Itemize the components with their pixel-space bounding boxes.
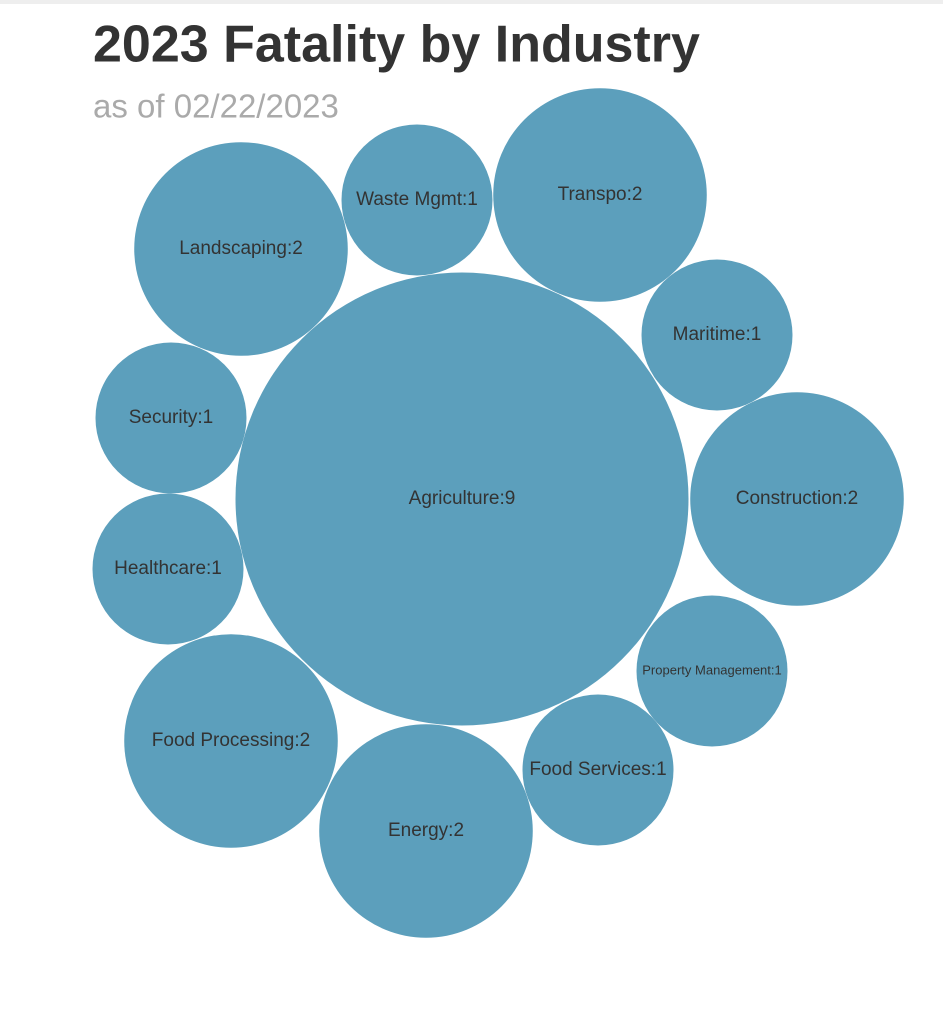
chart-subtitle: as of 02/22/2023 [93, 88, 339, 125]
bubble [341, 124, 493, 276]
bubble-label: Food Processing:2 [152, 730, 310, 751]
bubble [522, 694, 674, 846]
bubble [493, 88, 707, 302]
bubble-label: Security:1 [129, 407, 213, 428]
bubble-label: Property Management:1 [642, 662, 781, 677]
bubble [124, 634, 338, 848]
bubble-label: Transpo:2 [558, 184, 643, 205]
bubble-label: Healthcare:1 [114, 558, 222, 579]
bubble [235, 272, 689, 726]
bubble [134, 142, 348, 356]
bubble-label: Construction:2 [736, 488, 859, 509]
bubble-label: Maritime:1 [673, 324, 762, 345]
bubble-label: Waste Mgmt:1 [356, 189, 478, 210]
bubble [95, 342, 247, 494]
bubble [319, 724, 533, 938]
bubble [641, 259, 793, 411]
bubble [636, 595, 788, 747]
top-border [0, 0, 943, 4]
bubble [690, 392, 904, 606]
bubble-label: Food Services:1 [529, 759, 666, 780]
bubble-label: Agriculture:9 [409, 488, 516, 509]
bubble-label: Energy:2 [388, 820, 464, 841]
bubble-label: Landscaping:2 [179, 238, 303, 259]
bubble [92, 493, 244, 645]
chart-title: 2023 Fatality by Industry [93, 16, 700, 74]
